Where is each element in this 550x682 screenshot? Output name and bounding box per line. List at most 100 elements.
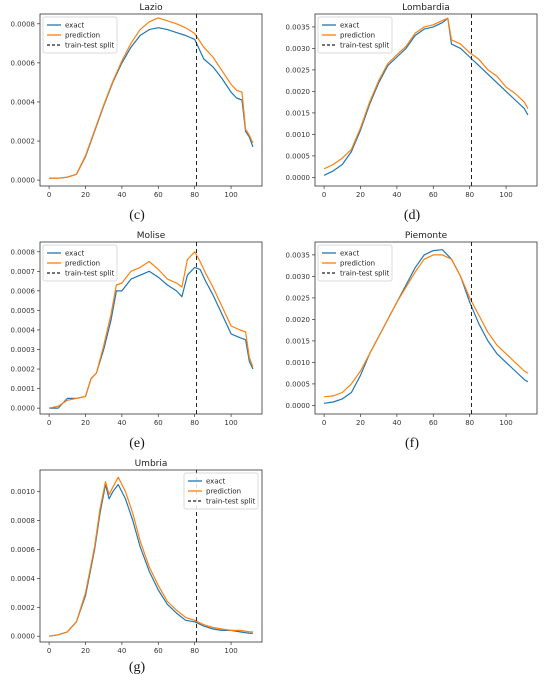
y-tick-label: 0.0004 <box>11 326 36 334</box>
y-tick-label: 0.0030 <box>286 273 311 281</box>
x-tick-label: 100 <box>499 419 512 427</box>
series-line-prediction <box>49 476 253 637</box>
caption-d: (d) <box>403 208 421 223</box>
legend-label-prediction: prediction <box>340 32 375 40</box>
x-tick-label: 40 <box>392 191 401 199</box>
legend-box <box>317 16 393 54</box>
y-tick-label: 0.0020 <box>286 316 311 324</box>
legend-label-exact: exact <box>65 22 84 30</box>
x-tick-label: 80 <box>190 647 199 655</box>
x-tick-label: 0 <box>47 647 51 655</box>
chart-title: Lazio <box>139 3 163 13</box>
chart-panel-piemonte: Piemonte 0 20 40 60 80 100 0.0000 0.0005 0.0010 0.… <box>275 228 550 458</box>
caption-c: (c) <box>129 208 145 223</box>
y-tick-label: 0.0002 <box>11 366 36 374</box>
series-line-prediction <box>324 254 529 398</box>
legend-label-prediction: prediction <box>206 488 241 496</box>
legend-label-train-test-split: train-test split <box>340 42 389 50</box>
y-tick-label: 0.0006 <box>11 59 36 67</box>
x-tick-label: 60 <box>429 191 438 199</box>
chart-molise: Molise 0 20 40 60 80 100 0.0000 0.0001 0.0002 0.00… <box>11 231 263 427</box>
x-tick-label: 0 <box>47 191 51 199</box>
y-tick-label: 0.0000 <box>286 174 311 182</box>
y-tick-label: 0.0020 <box>286 88 311 96</box>
y-tick-label: 0.0000 <box>286 402 311 410</box>
legend-label-train-test-split: train-test split <box>65 270 114 278</box>
chart-lombardia: Lombardia 0 20 40 60 80 100 0.0000 0.0005 0.0010 0… <box>286 3 538 199</box>
y-tick-label: 0.0003 <box>11 346 36 354</box>
chart-panel-umbria: Umbria 0 20 40 60 80 100 0.0000 0.0002 0.0004 0.00… <box>0 456 275 682</box>
y-tick-label: 0.0008 <box>11 248 36 256</box>
x-tick-label: 80 <box>190 419 199 427</box>
series-line-exact <box>49 266 254 409</box>
x-tick-label: 60 <box>154 191 163 199</box>
y-tick-label: 0.0006 <box>11 287 36 295</box>
chart-lazio: Lazio 0 20 40 60 80 100 0.0000 0.0002 0.0004 0.000… <box>11 3 263 199</box>
legend-label-exact: exact <box>206 478 225 486</box>
chart-title: Lombardia <box>402 3 450 13</box>
legend-box <box>317 244 393 282</box>
plot-area <box>39 241 263 415</box>
legend-label-exact: exact <box>340 250 359 258</box>
x-tick-label: 40 <box>117 647 126 655</box>
legend-label-train-test-split: train-test split <box>206 498 255 506</box>
x-tick-label: 20 <box>81 191 90 199</box>
series-line-prediction <box>323 17 529 170</box>
x-tick-label: 60 <box>154 647 163 655</box>
x-tick-label: 20 <box>356 419 365 427</box>
legend-box <box>42 244 118 282</box>
y-tick-label: 0.0008 <box>11 517 36 525</box>
x-tick-label: 100 <box>224 191 237 199</box>
y-tick-label: 0.0002 <box>11 138 36 146</box>
y-tick-label: 0.0006 <box>11 546 36 554</box>
y-tick-label: 0.0004 <box>11 98 36 106</box>
chart-title: Umbria <box>135 459 168 469</box>
x-tick-label: 0 <box>322 419 326 427</box>
y-tick-label: 0.0008 <box>11 20 36 28</box>
x-tick-label: 40 <box>117 191 126 199</box>
y-tick-label: 0.0000 <box>11 633 36 641</box>
x-tick-label: 100 <box>224 419 237 427</box>
series-line-prediction <box>49 17 254 179</box>
series-line-prediction <box>48 251 254 409</box>
series-line-exact <box>323 17 529 176</box>
caption-g: (g) <box>128 660 146 675</box>
y-tick-label: 0.0010 <box>286 131 311 139</box>
chart-panel-lombardia: Lombardia 0 20 40 60 80 100 0.0000 0.0005 0.0010 0… <box>275 0 550 230</box>
plot-area <box>314 13 538 187</box>
y-tick-label: 0.0015 <box>286 337 311 345</box>
x-tick-label: 40 <box>117 419 126 427</box>
x-tick-label: 40 <box>392 419 401 427</box>
y-tick-label: 0.0000 <box>11 177 36 185</box>
x-tick-label: 20 <box>81 419 90 427</box>
x-tick-label: 100 <box>499 191 512 199</box>
chart-title: Molise <box>137 231 166 241</box>
chart-panel-molise: Molise 0 20 40 60 80 100 0.0000 0.0001 0.0002 0.00… <box>0 228 275 458</box>
y-tick-label: 0.0030 <box>286 45 311 53</box>
legend-box <box>183 472 259 510</box>
x-tick-label: 80 <box>190 191 199 199</box>
y-tick-label: 0.0035 <box>286 251 311 259</box>
y-tick-label: 0.0025 <box>286 66 311 74</box>
legend-box <box>42 16 118 54</box>
y-tick-label: 0.0002 <box>11 604 36 612</box>
chart-umbria: Umbria 0 20 40 60 80 100 0.0000 0.0002 0.0004 0.00… <box>11 459 263 655</box>
y-tick-label: 0.0000 <box>11 405 36 413</box>
y-tick-label: 0.0001 <box>11 385 36 393</box>
chart-piemonte: Piemonte 0 20 40 60 80 100 0.0000 0.0005 0.0010 0.… <box>286 231 538 427</box>
chart-title: Piemonte <box>405 231 448 241</box>
plot-area <box>39 13 263 187</box>
plot-area <box>39 469 263 643</box>
caption-e: (e) <box>129 436 145 451</box>
x-tick-label: 20 <box>81 647 90 655</box>
x-tick-label: 0 <box>322 191 326 199</box>
plot-area <box>314 241 538 415</box>
legend-label-prediction: prediction <box>340 260 375 268</box>
series-line-exact <box>324 249 529 404</box>
x-tick-label: 60 <box>429 419 438 427</box>
legend-label-exact: exact <box>340 22 359 30</box>
y-tick-label: 0.0015 <box>286 109 311 117</box>
y-tick-label: 0.0005 <box>286 152 311 160</box>
y-tick-label: 0.0005 <box>286 380 311 388</box>
